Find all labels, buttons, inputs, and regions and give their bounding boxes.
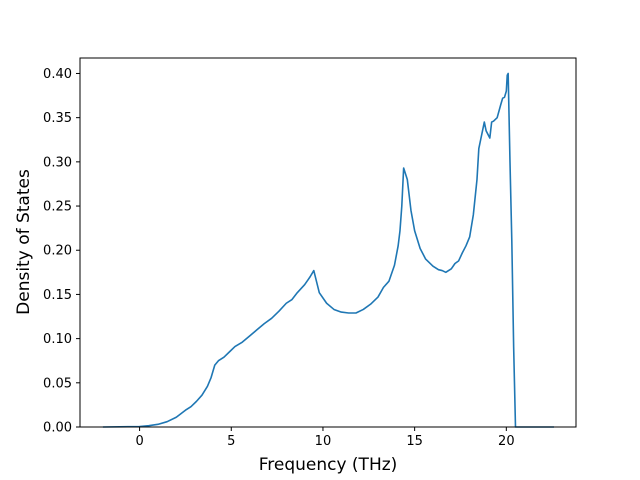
y-tick-label: 0.40	[43, 67, 72, 82]
y-tick-label: 0.25	[43, 200, 72, 215]
x-tick-label: 20	[498, 434, 515, 449]
y-axis-title: Density of States	[14, 169, 34, 315]
axes-frame	[79, 57, 577, 428]
y-tick-label: 0.05	[43, 376, 72, 391]
x-tick-label: 5	[227, 434, 235, 449]
plot-area	[79, 57, 577, 428]
x-tick-label: 10	[315, 434, 332, 449]
y-tick-label: 0.35	[43, 111, 72, 126]
y-tick-label: 0.20	[43, 244, 72, 259]
x-axis-ticks: 0 5 10 15 20	[135, 427, 515, 449]
y-tick-label: 0.10	[43, 332, 72, 347]
x-axis-title: Frequency (THz)	[259, 455, 398, 475]
y-axis-ticks: 0.00 0.05 0.10 0.15 0.20 0.25 0.30 0.35 0.40	[43, 67, 80, 436]
dos-series-line	[102, 72, 554, 428]
x-tick-label: 15	[406, 434, 423, 449]
y-tick-label: 0.30	[43, 155, 72, 170]
x-tick-label: 0	[135, 434, 143, 449]
y-tick-label: 0.00	[43, 421, 72, 436]
y-tick-label: 0.15	[43, 288, 72, 303]
